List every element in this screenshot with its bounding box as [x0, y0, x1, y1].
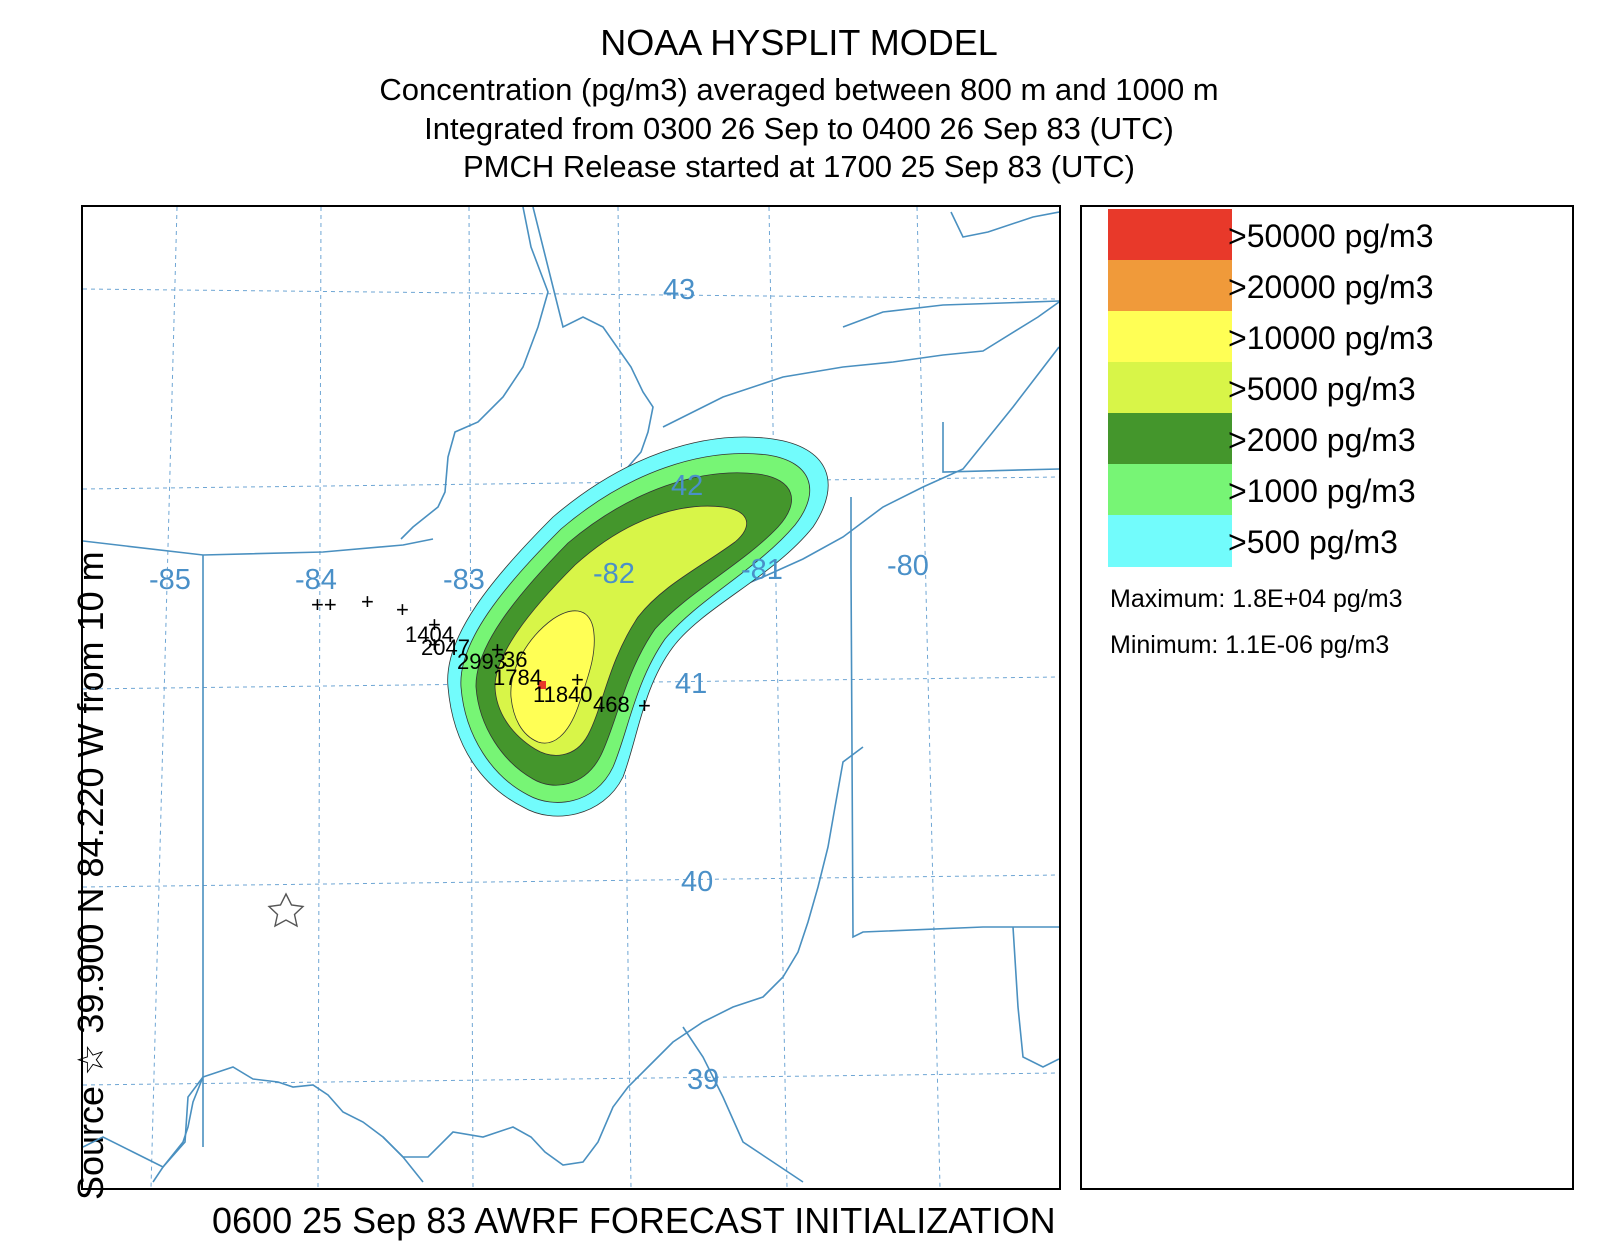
meridian-line: [150, 207, 178, 1188]
legend-swatch: [1108, 209, 1232, 261]
legend-item: >2000 pg/m3: [1108, 413, 1568, 465]
parallel-line: [83, 288, 1059, 300]
legend-swatch: [1108, 515, 1232, 567]
legend-label: >10000 pg/m3: [1228, 320, 1434, 356]
station-plus: +: [428, 612, 441, 637]
parallel-line: [83, 874, 1059, 888]
station-plus: +: [491, 637, 504, 662]
concentration-plume: [447, 436, 829, 817]
meridian-line: [317, 207, 322, 1188]
subtitle-concentration: Concentration (pg/m3) averaged between 8…: [379, 72, 1219, 107]
legend-item: >20000 pg/m3: [1108, 260, 1568, 312]
station-plus: +: [571, 667, 584, 692]
wv-ky-border: [682, 1026, 804, 1183]
legend-swatch: [1108, 311, 1232, 363]
legend-label: >50000 pg/m3: [1228, 218, 1434, 254]
legend-item: >1000 pg/m3: [1108, 464, 1568, 516]
parallel-line: [83, 1072, 1059, 1086]
lon-label: -84: [295, 564, 337, 596]
legend-swatch: [1108, 362, 1232, 414]
legend-label: >1000 pg/m3: [1228, 473, 1416, 509]
legend-swatch: [1108, 464, 1232, 516]
legend-item: >50000 pg/m3: [1108, 209, 1568, 261]
ohio-pa-border: [850, 497, 1059, 939]
lake-erie-north-shore: [662, 301, 1059, 428]
forecast-initialization-label: 0600 25 Sep 83 AWRF FORECAST INITIALIZAT…: [212, 1200, 1056, 1241]
pa-wv-border: [1012, 926, 1059, 1068]
source-star-icon: [267, 892, 305, 928]
station-value: 468: [593, 692, 630, 717]
parallel-line: [83, 476, 1059, 490]
indiana-kentucky-border: [152, 1076, 204, 1183]
legend-swatch: [1108, 260, 1232, 312]
map-boundaries: [83, 207, 1059, 1183]
minimum-value: Minimum: 1.1E-06 pg/m3: [1110, 631, 1390, 659]
station-value: 1404: [405, 622, 454, 647]
lat-label: 39: [687, 1064, 719, 1096]
lat-label: 40: [681, 866, 713, 898]
ny-pa-border: [942, 422, 1059, 473]
station-value: 2993: [457, 649, 506, 674]
legend-label: >5000 pg/m3: [1228, 371, 1416, 407]
station-plus: +: [361, 589, 374, 614]
lake-ontario-shore: [950, 211, 1059, 238]
station-plus: +: [396, 597, 409, 622]
station-plus: ++: [311, 592, 337, 617]
legend-item: >10000 pg/m3: [1108, 311, 1568, 363]
river-south: [382, 1136, 424, 1183]
station-value: 11840: [533, 682, 593, 707]
legend-item: >500 pg/m3: [1108, 515, 1568, 567]
michigan-coast: [400, 207, 549, 540]
lat-label: 41: [675, 668, 707, 700]
plume-peak-marker: [538, 681, 546, 689]
legend-item: >5000 pg/m3: [1108, 362, 1568, 414]
plume-contour-10000: [510, 610, 595, 744]
meridian-line: [916, 207, 941, 1188]
subtitle-release: PMCH Release started at 1700 25 Sep 83 (…: [463, 149, 1135, 184]
legend-label: >500 pg/m3: [1228, 524, 1398, 560]
station-value: 36: [503, 647, 527, 672]
lat-lon-grid: [83, 207, 1059, 1188]
station-value: 2047: [421, 635, 470, 660]
lon-label: -81: [741, 554, 783, 586]
ohio-river: [83, 746, 864, 1169]
legend-swatch: [1108, 413, 1232, 465]
lake-michigan-border: [83, 538, 434, 556]
grid-labels: -85 -84 -83 -82 -81 -80 43 42 41 40 39: [149, 274, 929, 1096]
map-panel: ++ + + + 1404 2047 2993 36 1784 11840 46…: [81, 205, 1061, 1190]
lon-label: -80: [887, 550, 929, 582]
station-markers: ++ + + + 1404 2047 2993 36 1784 11840 46…: [311, 589, 651, 718]
subtitle-integration: Integrated from 0300 26 Sep to 0400 26 S…: [424, 111, 1174, 146]
station-value: 1784: [493, 665, 542, 690]
legend-label: >2000 pg/m3: [1228, 422, 1416, 458]
map-canvas: ++ + + + 1404 2047 2993 36 1784 11840 46…: [83, 207, 1059, 1188]
legend-label: >20000 pg/m3: [1228, 269, 1434, 305]
lat-label: 42: [671, 470, 703, 502]
lon-label: -85: [149, 564, 191, 596]
canada-shore-upper: [842, 300, 1059, 328]
chart-title: NOAA HYSPLIT MODEL: [600, 22, 998, 63]
station-plus: +: [428, 632, 441, 657]
lon-label: -82: [593, 558, 635, 590]
lat-label: 43: [663, 274, 695, 306]
maximum-value: Maximum: 1.8E+04 pg/m3: [1110, 585, 1403, 613]
station-plus: +: [638, 693, 651, 718]
meridian-line: [768, 207, 788, 1188]
lon-label: -83: [443, 564, 485, 596]
legend-panel: >50000 pg/m3 >20000 pg/m3 >10000 pg/m3 >500…: [1080, 205, 1574, 1190]
